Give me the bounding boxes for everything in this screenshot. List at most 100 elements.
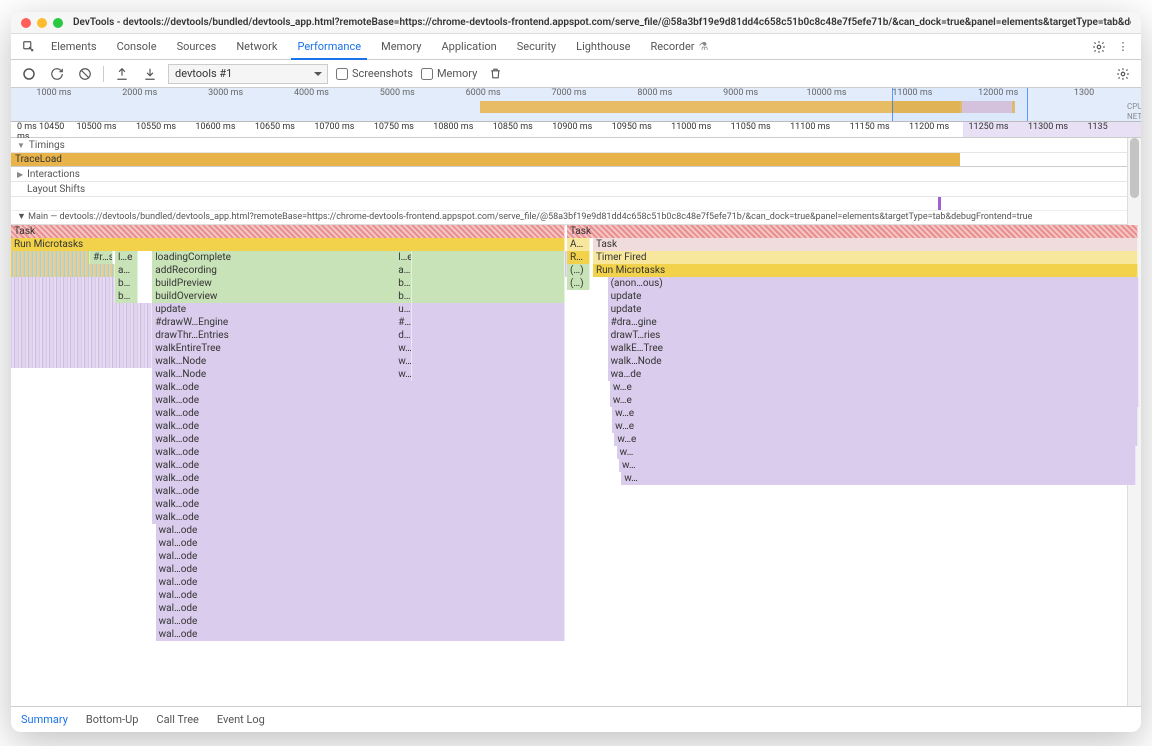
overview-minimap[interactable]: 1000 ms2000 ms3000 ms4000 ms5000 ms6000 …	[11, 88, 1141, 122]
tab-elements[interactable]: Elements	[41, 34, 107, 59]
layout-shifts-header[interactable]: Layout Shifts	[11, 182, 1141, 197]
time-ruler[interactable]: 0 ms 10450 ms10500 ms10550 ms10600 ms106…	[11, 122, 1141, 138]
flame-bar[interactable]: (…)	[567, 264, 590, 277]
flame-bar[interactable]: walkE…Tree	[608, 342, 1139, 355]
flame-bar[interactable]: R…	[567, 251, 590, 264]
flame-chart[interactable]: TaskRun Microtasks#r…sl…eloadingComplete…	[11, 225, 1141, 705]
flame-bar[interactable]: (anon…ous)	[608, 277, 1139, 290]
flame-bar[interactable]: wal…ode	[156, 602, 565, 615]
flame-bar[interactable]	[11, 264, 115, 277]
flame-bar[interactable]: walk…ode	[152, 446, 564, 459]
flame-bar[interactable]: wa…de	[608, 368, 1139, 381]
close-icon[interactable]	[21, 18, 31, 28]
flame-bar[interactable]: Run Microtasks	[11, 238, 565, 251]
download-button[interactable]	[140, 64, 160, 84]
tab-network[interactable]: Network	[226, 34, 287, 59]
interactions-track-header[interactable]: ▶Interactions	[11, 167, 1141, 182]
flame-bar[interactable]: walk…Node	[608, 355, 1139, 368]
flame-bar[interactable]: drawThr…Entries	[152, 329, 564, 342]
flame-bar[interactable]: w…	[395, 355, 412, 368]
kebab-icon[interactable]: ⋮	[1111, 40, 1135, 53]
flame-bar[interactable]: b…	[395, 290, 412, 303]
tab-security[interactable]: Security	[507, 34, 566, 59]
flame-bar[interactable]: d…	[395, 329, 412, 342]
flame-bar[interactable]	[11, 251, 90, 264]
flame-bar[interactable]: buildPreview	[152, 277, 564, 290]
flame-bar[interactable]: walk…ode	[152, 472, 564, 485]
flame-bar[interactable]: l…e	[115, 251, 138, 264]
flame-bar[interactable]	[11, 277, 115, 290]
flame-bar[interactable]: w…	[395, 342, 412, 355]
flame-bar[interactable]: update	[608, 303, 1139, 316]
flame-bar[interactable]: w…e	[610, 381, 1139, 394]
traceload-bar[interactable]: TraceLoad	[11, 153, 1141, 167]
flame-bar[interactable]: wal…ode	[156, 628, 565, 641]
flame-bar[interactable]: A…	[567, 238, 590, 251]
tab-memory[interactable]: Memory	[371, 34, 431, 59]
tab-application[interactable]: Application	[431, 34, 506, 59]
flame-bar[interactable]: Task	[567, 225, 1138, 238]
flame-bar[interactable]: w…	[617, 446, 1137, 459]
flame-bar[interactable]: b…	[115, 277, 138, 290]
flame-bar[interactable]	[11, 355, 152, 368]
flame-bar[interactable]: walk…ode	[152, 381, 564, 394]
tab-sources[interactable]: Sources	[167, 34, 227, 59]
flame-bar[interactable]: w…	[395, 368, 412, 381]
flame-bar[interactable]: walk…ode	[152, 459, 564, 472]
flame-bar[interactable]: wal…ode	[156, 589, 565, 602]
flame-bar[interactable]: walk…ode	[152, 420, 564, 433]
flame-bar[interactable]: w…e	[614, 433, 1137, 446]
flame-bar[interactable]	[11, 290, 115, 303]
reload-button[interactable]	[47, 64, 67, 84]
flame-bar[interactable]: Timer Fired	[593, 251, 1138, 264]
main-thread-header[interactable]: ▼ Main — devtools://devtools/bundled/dev…	[11, 211, 1141, 225]
memory-checkbox[interactable]: Memory	[421, 67, 477, 80]
flame-bar[interactable]: walk…ode	[152, 433, 564, 446]
flame-bar[interactable]: w…e	[612, 420, 1137, 433]
minimize-icon[interactable]	[37, 18, 47, 28]
flame-bar[interactable]: #r…s	[90, 251, 113, 264]
flame-bar[interactable]	[11, 342, 152, 355]
flame-bar[interactable]: wal…ode	[156, 537, 565, 550]
timings-track-header[interactable]: ▼Timings	[11, 138, 1141, 153]
flame-bar[interactable]: wal…ode	[156, 615, 565, 628]
layout-shift-marker[interactable]	[938, 197, 941, 210]
flame-bar[interactable]: addRecording	[152, 264, 564, 277]
flame-bar[interactable]: walk…ode	[152, 511, 564, 524]
flame-bar[interactable]: #…	[395, 316, 412, 329]
flame-bar[interactable]: Run Microtasks	[593, 264, 1138, 277]
flame-bar[interactable]: walkEntireTree	[152, 342, 564, 355]
flame-bar[interactable]: Task	[593, 238, 1138, 251]
flame-bar[interactable]	[11, 316, 152, 329]
settings-gear-icon[interactable]	[1113, 64, 1133, 84]
tab-performance[interactable]: Performance	[287, 34, 371, 59]
flame-bar[interactable]: a…	[395, 264, 412, 277]
tab-lighthouse[interactable]: Lighthouse	[566, 34, 640, 59]
details-tab-summary[interactable]: Summary	[21, 713, 68, 726]
flame-bar[interactable]: walk…ode	[152, 485, 564, 498]
flame-bar[interactable]: walk…Node	[152, 368, 564, 381]
flame-bar[interactable]: Task	[11, 225, 565, 238]
flame-bar[interactable]: l…e	[395, 251, 412, 264]
record-button[interactable]	[19, 64, 39, 84]
zoom-icon[interactable]	[53, 18, 63, 28]
flame-scroll[interactable]: ▼Timings TraceLoad ▶Interactions Layout …	[11, 138, 1141, 706]
flame-bar[interactable]: update	[152, 303, 564, 316]
flame-bar[interactable]: w…	[621, 472, 1136, 485]
inspect-icon[interactable]	[17, 40, 41, 54]
flame-bar[interactable]: #drawW…Engine	[152, 316, 564, 329]
tab-recorder[interactable]: Recorder	[640, 34, 704, 59]
clear-button[interactable]	[75, 64, 95, 84]
flame-bar[interactable]	[11, 329, 152, 342]
flame-bar[interactable]: w…	[619, 459, 1137, 472]
flame-bar[interactable]: walk…Node	[152, 355, 564, 368]
trash-button[interactable]	[485, 64, 505, 84]
flame-bar[interactable]: w…e	[610, 394, 1139, 407]
flame-bar[interactable]: wal…ode	[156, 524, 565, 537]
flame-bar[interactable]: #dra…gine	[608, 316, 1139, 329]
flame-bar[interactable]: buildOverview	[152, 290, 564, 303]
flame-bar[interactable]	[11, 303, 152, 316]
flame-bar[interactable]: update	[608, 290, 1139, 303]
flame-bar[interactable]: walk…ode	[152, 407, 564, 420]
flame-bar[interactable]: walk…ode	[152, 394, 564, 407]
